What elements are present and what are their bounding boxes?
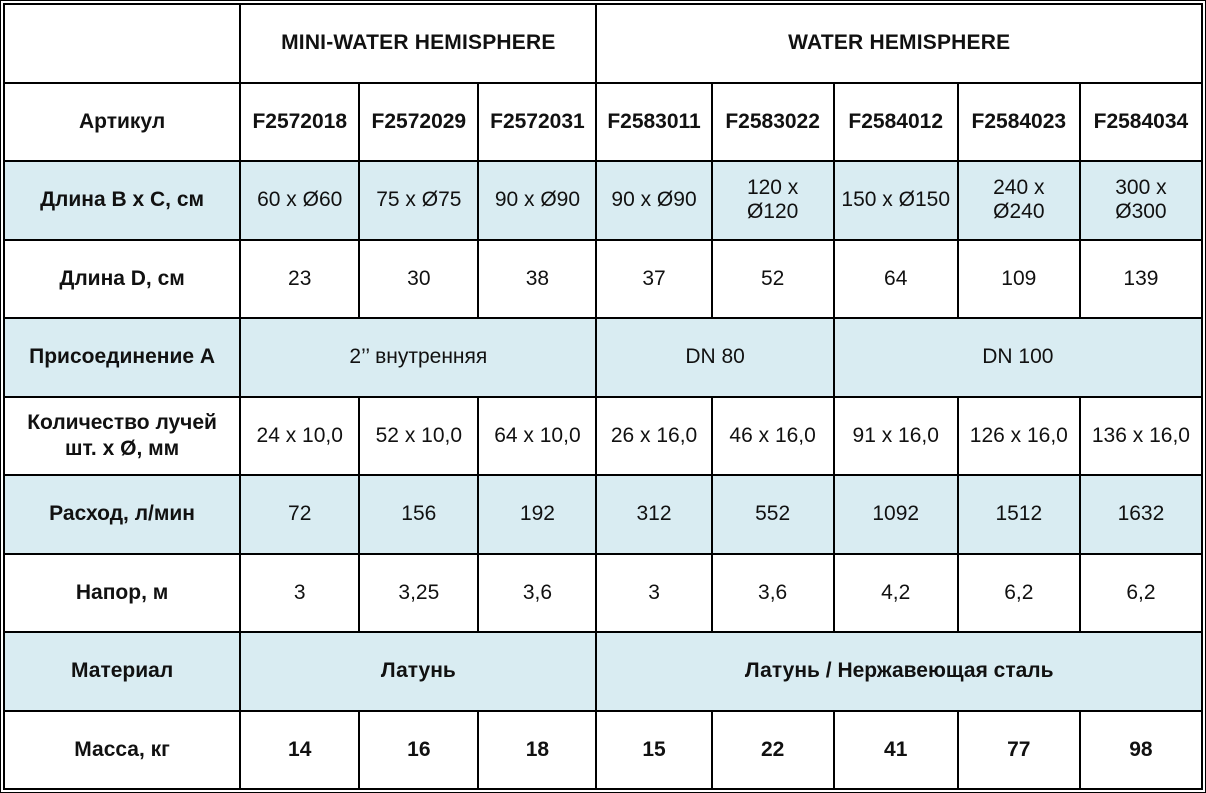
rays-cell: 46 x 16,0 bbox=[710, 395, 835, 476]
mass-cell: 14 bbox=[239, 709, 361, 790]
length-d-cell: 30 bbox=[358, 238, 480, 319]
head-cell: 3 bbox=[239, 552, 361, 633]
mini-water-hemisphere-header: MINI-WATER HEMISPHERE bbox=[239, 3, 598, 84]
group-header-row: MINI-WATER HEMISPHERE WATER HEMISPHERE bbox=[2, 3, 1203, 84]
rays-label-line1: Количество лучей bbox=[27, 410, 217, 434]
length-bc-row: Длина B x C, см 60 x Ø60 75 x Ø75 90 x Ø… bbox=[2, 160, 1204, 241]
length-bc-cell: 90 x Ø90 bbox=[595, 160, 713, 241]
mass-cell: 41 bbox=[832, 709, 959, 790]
flow-row: Расход, л/мин 72 156 192 312 552 1092 15… bbox=[2, 474, 1204, 555]
mass-cell: 15 bbox=[595, 709, 713, 790]
material-row-label: Материал bbox=[2, 631, 242, 712]
rays-row: Количество лучей шт. х Ø, мм 24 x 10,0 5… bbox=[2, 395, 1204, 476]
mass-cell: 18 bbox=[477, 709, 598, 790]
article-row: Артикул F2572018 F2572029 F2572031 F2583… bbox=[2, 81, 1204, 162]
connection-dn80-cell: DN 80 bbox=[595, 317, 835, 398]
rays-cell: 52 x 10,0 bbox=[358, 395, 480, 476]
flow-cell: 156 bbox=[358, 474, 480, 555]
length-bc-row-label: Длина B x C, см bbox=[2, 160, 242, 241]
length-bc-cell: 240 x Ø240 bbox=[956, 160, 1081, 241]
length-d-cell: 64 bbox=[832, 238, 959, 319]
length-bc-cell: 75 x Ø75 bbox=[358, 160, 480, 241]
head-cell: 3 bbox=[595, 552, 713, 633]
length-d-cell: 139 bbox=[1078, 238, 1204, 319]
hemisphere-spec-table: MINI-WATER HEMISPHERE WATER HEMISPHERE А… bbox=[2, 3, 1204, 790]
rays-cell: 136 x 16,0 bbox=[1078, 395, 1204, 476]
length-d-cell: 38 bbox=[477, 238, 598, 319]
length-d-cell: 37 bbox=[595, 238, 713, 319]
mass-cell: 22 bbox=[710, 709, 835, 790]
mass-row-label: Масса, кг bbox=[2, 709, 242, 790]
connection-dn100-cell: DN 100 bbox=[832, 317, 1204, 398]
material-water-cell: Латунь / Нержавеющая сталь bbox=[595, 631, 1203, 712]
head-cell: 3,6 bbox=[477, 552, 598, 633]
connection-row: Присоединение А 2’’ внутренняя DN 80 DN … bbox=[2, 317, 1204, 398]
rays-cell: 26 x 16,0 bbox=[595, 395, 713, 476]
length-bc-cell: 120 x Ø120 bbox=[710, 160, 835, 241]
flow-cell: 552 bbox=[710, 474, 835, 555]
article-cell: F2583011 bbox=[595, 81, 713, 162]
length-d-row-label: Длина D, см bbox=[2, 238, 242, 319]
rays-label-line2: шт. х Ø, мм bbox=[64, 436, 180, 460]
article-cell: F2583022 bbox=[710, 81, 835, 162]
length-bc-cell: 300 x Ø300 bbox=[1078, 160, 1204, 241]
flow-cell: 1512 bbox=[956, 474, 1081, 555]
length-d-cell: 23 bbox=[239, 238, 361, 319]
length-bc-cell: 150 x Ø150 bbox=[832, 160, 959, 241]
rays-row-label: Количество лучей шт. х Ø, мм bbox=[2, 395, 242, 476]
rays-cell: 24 x 10,0 bbox=[239, 395, 361, 476]
mass-cell: 16 bbox=[358, 709, 480, 790]
corner-empty-cell bbox=[2, 3, 242, 84]
flow-cell: 312 bbox=[595, 474, 713, 555]
length-bc-cell: 60 x Ø60 bbox=[239, 160, 361, 241]
flow-cell: 72 bbox=[239, 474, 361, 555]
head-cell: 3,25 bbox=[358, 552, 480, 633]
connection-row-label: Присоединение А bbox=[2, 317, 242, 398]
rays-cell: 126 x 16,0 bbox=[956, 395, 1081, 476]
article-cell: F2572029 bbox=[358, 81, 480, 162]
flow-row-label: Расход, л/мин bbox=[2, 474, 242, 555]
rays-cell: 91 x 16,0 bbox=[832, 395, 959, 476]
mass-row: Масса, кг 14 16 18 15 22 41 77 98 bbox=[2, 709, 1204, 790]
article-row-label: Артикул bbox=[2, 81, 242, 162]
head-cell: 3,6 bbox=[710, 552, 835, 633]
length-bc-cell: 90 x Ø90 bbox=[477, 160, 598, 241]
article-cell: F2584023 bbox=[956, 81, 1081, 162]
flow-cell: 192 bbox=[477, 474, 598, 555]
mass-cell: 98 bbox=[1078, 709, 1204, 790]
article-cell: F2572018 bbox=[239, 81, 361, 162]
head-cell: 4,2 bbox=[832, 552, 959, 633]
head-cell: 6,2 bbox=[1078, 552, 1204, 633]
material-mini-cell: Латунь bbox=[239, 631, 598, 712]
length-d-cell: 52 bbox=[710, 238, 835, 319]
mass-cell: 77 bbox=[956, 709, 1081, 790]
length-d-row: Длина D, см 23 30 38 37 52 64 109 139 bbox=[2, 238, 1204, 319]
flow-cell: 1092 bbox=[832, 474, 959, 555]
article-cell: F2584034 bbox=[1078, 81, 1204, 162]
flow-cell: 1632 bbox=[1078, 474, 1204, 555]
water-hemisphere-header: WATER HEMISPHERE bbox=[595, 3, 1203, 84]
rays-cell: 64 x 10,0 bbox=[477, 395, 598, 476]
connection-mini-cell: 2’’ внутренняя bbox=[239, 317, 598, 398]
article-cell: F2572031 bbox=[477, 81, 598, 162]
head-row-label: Напор, м bbox=[2, 552, 242, 633]
head-cell: 6,2 bbox=[956, 552, 1081, 633]
head-row: Напор, м 3 3,25 3,6 3 3,6 4,2 6,2 6,2 bbox=[2, 552, 1204, 633]
article-cell: F2584012 bbox=[832, 81, 959, 162]
material-row: Материал Латунь Латунь / Нержавеющая ста… bbox=[2, 631, 1203, 712]
length-d-cell: 109 bbox=[956, 238, 1081, 319]
